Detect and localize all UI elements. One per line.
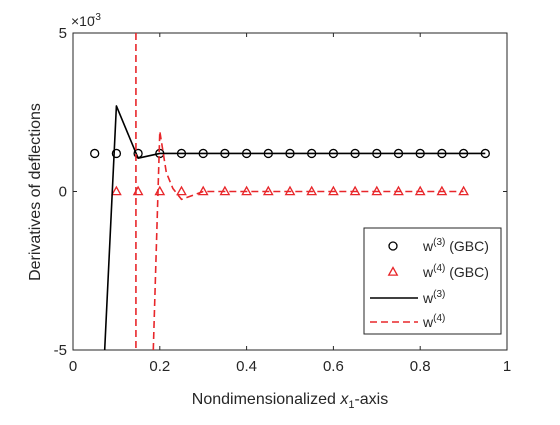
x-axis-label-post: -axis <box>354 391 388 408</box>
x-tick-label: 0.6 <box>323 358 344 375</box>
x-axis-label-pre: Nondimensionalized <box>192 391 341 408</box>
y-tick-label: -5 <box>54 342 67 359</box>
y-multiplier-exp: -3 <box>92 12 101 23</box>
legend-label-suffix: (GBC) <box>445 238 489 254</box>
y-multiplier: ×10 -3 <box>71 12 101 29</box>
y-tick-label: 5 <box>59 25 67 42</box>
x-tick-label: 1 <box>503 358 511 375</box>
legend-label-sup: (4) <box>433 263 445 274</box>
legend-label-base: w <box>422 314 434 330</box>
legend-label-sup: (4) <box>433 313 445 324</box>
legend-label-sup: (3) <box>433 237 445 248</box>
data-point-circle <box>90 148 100 159</box>
legend-box <box>363 227 502 335</box>
legend-marker-triangle <box>387 266 399 276</box>
legend-label-sup: (3) <box>433 289 445 300</box>
legend-marker-circle <box>388 241 398 251</box>
x-tick-label: 0.2 <box>149 358 170 375</box>
data-point-triangle <box>176 185 187 196</box>
legend-label-1: w(4) (GBC) <box>422 263 489 280</box>
x-tick-label: 0 <box>69 358 77 375</box>
legend: w(3) (GBC)w(4) (GBC)w(3)w(4) <box>363 227 502 335</box>
legend-label-base: w <box>422 238 434 254</box>
x-axis-label: Nondimensionalized x1-axis <box>192 391 388 411</box>
legend-label-2: w(3) <box>422 289 445 306</box>
series-line-2 <box>103 105 486 350</box>
series-line-3 <box>152 130 464 350</box>
data-point-circle <box>111 148 122 159</box>
data-point-triangle <box>197 185 209 196</box>
x-tick-label: 0.4 <box>236 358 257 375</box>
legend-label-0: w(3) (GBC) <box>422 237 489 254</box>
x-axis-label-var: x <box>339 391 349 408</box>
data-point-triangle <box>111 185 122 196</box>
y-multiplier-base: ×10 <box>71 13 95 29</box>
y-tick-label: 0 <box>59 184 67 201</box>
series-layer <box>90 33 490 350</box>
x-tick-label: 0.8 <box>410 358 431 375</box>
axis-ticks: 0 0.2 0.4 0.6 0.8 1-505 <box>54 25 512 375</box>
y-axis-label: Derivatives of deflections <box>27 103 44 281</box>
legend-label-suffix: (GBC) <box>445 264 489 280</box>
x-axis-label-sub: 1 <box>348 399 354 411</box>
legend-label-base: w <box>422 290 434 306</box>
legend-label-3: w(4) <box>422 313 445 330</box>
legend-label-base: w <box>422 264 434 280</box>
